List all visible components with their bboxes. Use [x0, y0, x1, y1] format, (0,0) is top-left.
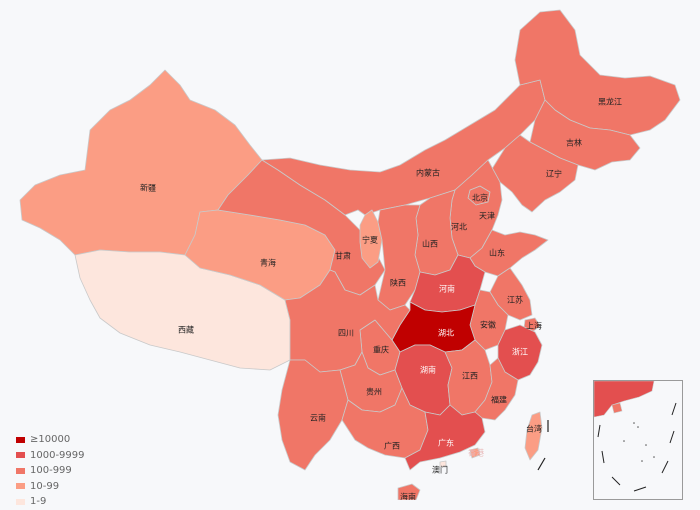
- legend-item-10000plus[interactable]: ≥10000: [16, 432, 85, 448]
- nine-dash-line: [597, 402, 677, 492]
- legend-item-10-99[interactable]: 10-99: [16, 479, 85, 495]
- legend-swatch: [16, 436, 25, 443]
- legend-label: 1-9: [30, 496, 47, 508]
- legend-item-1000-9999[interactable]: 1000-9999: [16, 448, 85, 464]
- south-sea-inset-map: [593, 380, 677, 492]
- province-ningxia[interactable]: [359, 209, 383, 269]
- sea-dashes: [537, 420, 549, 471]
- province-shandong[interactable]: [469, 229, 549, 277]
- legend-swatch: [16, 452, 25, 459]
- province-zhejiang[interactable]: [497, 324, 543, 381]
- province-shanxi[interactable]: [414, 189, 459, 276]
- province-macau[interactable]: [439, 460, 447, 468]
- province-guangdong[interactable]: [404, 404, 486, 471]
- legend-label: 10-99: [30, 480, 60, 492]
- legend-swatch: [16, 483, 25, 490]
- legend-item-100-999[interactable]: 100-999: [16, 463, 85, 479]
- legend-label: ≥10000: [30, 434, 71, 446]
- south-sea-inset: [593, 380, 683, 500]
- legend-label: 1000-9999: [30, 449, 85, 461]
- province-inner-mongolia[interactable]: [261, 79, 546, 216]
- legend-item-1-9[interactable]: 1-9: [16, 494, 85, 510]
- inset-hainan: [611, 402, 623, 414]
- province-hainan[interactable]: [397, 483, 421, 500]
- province-taiwan[interactable]: [524, 411, 543, 461]
- province-hongkong[interactable]: [469, 447, 481, 459]
- inset-islands: [623, 422, 655, 462]
- legend-label: 100-999: [30, 465, 72, 477]
- legend-swatch: [16, 467, 25, 474]
- legend: ≥10000 1000-9999 100-999 10-99 1-9: [16, 432, 85, 510]
- province-liaoning[interactable]: [489, 134, 579, 213]
- inset-coast: [593, 380, 655, 418]
- province-yunnan[interactable]: [277, 359, 349, 471]
